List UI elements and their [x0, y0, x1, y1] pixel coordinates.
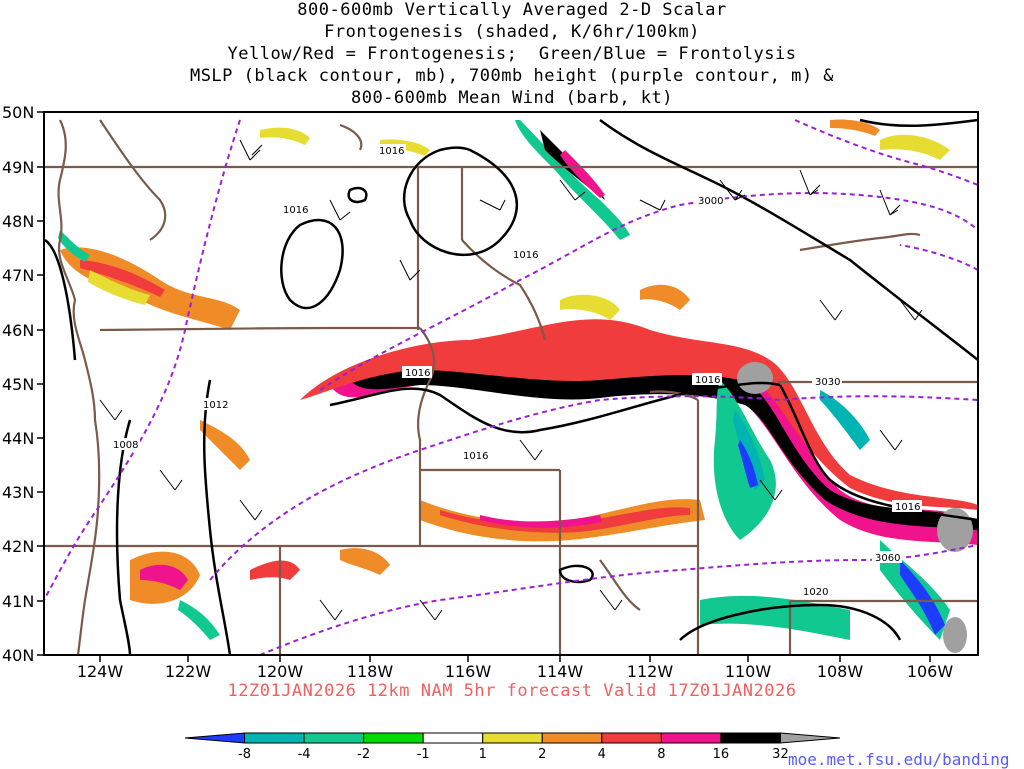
colorbar-label: 4: [598, 747, 606, 762]
lat-label: 40N: [2, 646, 34, 665]
mslp-label: 1008: [113, 440, 138, 451]
mslp-label: 1016: [463, 451, 488, 462]
lat-label: 44N: [2, 429, 34, 448]
colorbar-label: 2: [538, 747, 546, 762]
lat-label: 48N: [2, 212, 34, 231]
height-label: 3060: [875, 553, 900, 564]
frontogenesis-shading: [58, 119, 978, 653]
lon-label: 114W: [537, 662, 584, 681]
lon-label: 108W: [817, 662, 864, 681]
colorbar-segment: [541, 732, 603, 744]
colorbar-label: -2: [357, 747, 370, 762]
lon-label: 116W: [445, 662, 492, 681]
mslp-label: 1016: [513, 250, 538, 261]
lat-label: 50N: [2, 103, 34, 122]
title-line-5: 800-600mb Mean Wind (barb, kt): [350, 88, 674, 108]
colorbar-segment: [303, 732, 365, 744]
lon-label: 122W: [165, 662, 212, 681]
height-label: 3030: [815, 377, 840, 388]
valid-time-text: 12Z01JAN2026 12km NAM 5hr forecast Valid…: [227, 681, 797, 701]
colorbar-segment: [601, 732, 662, 744]
title-line-1: 800-600mb Vertically Averaged 2-D Scalar: [297, 0, 727, 20]
colorbar-label: 1: [479, 747, 487, 762]
height-label: 3000: [698, 196, 723, 207]
mslp-label: 1016: [695, 375, 720, 386]
mslp-label: 1016: [895, 502, 920, 513]
lat-label: 41N: [2, 592, 34, 611]
lat-label: 47N: [2, 266, 34, 285]
lat-label: 43N: [2, 483, 34, 502]
colorbar-segment: [244, 732, 305, 744]
lat-labels: 50N 49N 48N 47N 46N 45N 44N 43N 42N 41N …: [2, 103, 34, 665]
lon-labels: 124W 122W 120W 118W 116W 114W 112W 110W …: [77, 662, 954, 681]
lon-label: 124W: [77, 662, 124, 681]
colorbar-segment: [660, 732, 722, 744]
mslp-label: 1016: [405, 368, 430, 379]
contour-labels: 1016 1016 1016 1016 1016 1016 1016 1012 …: [110, 144, 922, 598]
mslp-label: 1012: [203, 400, 228, 411]
lat-label: 49N: [2, 158, 34, 177]
colorbar-segment: [779, 732, 841, 744]
mslp-label: 1020: [803, 587, 828, 598]
state-borders: [44, 119, 978, 655]
colorbar-label: 16: [713, 747, 730, 762]
colorbar-label: -8: [238, 747, 251, 762]
colorbar-label: 8: [657, 747, 665, 762]
title-line-3: Yellow/Red = Frontogenesis; Green/Blue =…: [227, 44, 797, 64]
wind-barbs: [99, 139, 923, 621]
mslp-label: 1016: [283, 205, 308, 216]
colorbar-segment: [720, 732, 781, 744]
lon-label: 106W: [907, 662, 954, 681]
lon-label: 110W: [725, 662, 772, 681]
mslp-label: 1016: [379, 146, 404, 157]
lat-label: 42N: [2, 537, 34, 556]
lon-label: 118W: [347, 662, 394, 681]
colorbar-label: -4: [298, 747, 311, 762]
colorbar-segment: [363, 732, 424, 744]
lat-label: 45N: [2, 375, 34, 394]
colorbar-segment: [482, 732, 543, 744]
credit-link[interactable]: moe.met.fsu.edu/banding: [788, 750, 1010, 769]
lon-label: 112W: [627, 662, 674, 681]
colorbar-segment: [184, 732, 246, 744]
lon-label: 120W: [257, 662, 304, 681]
colorbar-label: 32: [772, 747, 789, 762]
mslp-contours: [44, 118, 978, 655]
colorbar: -8 -4 -2 -1 1 2 4 8 16 32: [184, 732, 841, 762]
title-line-4: MSLP (black contour, mb), 700mb height (…: [189, 66, 835, 86]
colorbar-segment: [422, 732, 484, 744]
lat-label: 46N: [2, 321, 34, 340]
title-line-2: Frontogenesis (shaded, K/6hr/100km): [324, 22, 700, 42]
axis-ticks: [37, 111, 931, 662]
colorbar-label: -1: [417, 747, 430, 762]
